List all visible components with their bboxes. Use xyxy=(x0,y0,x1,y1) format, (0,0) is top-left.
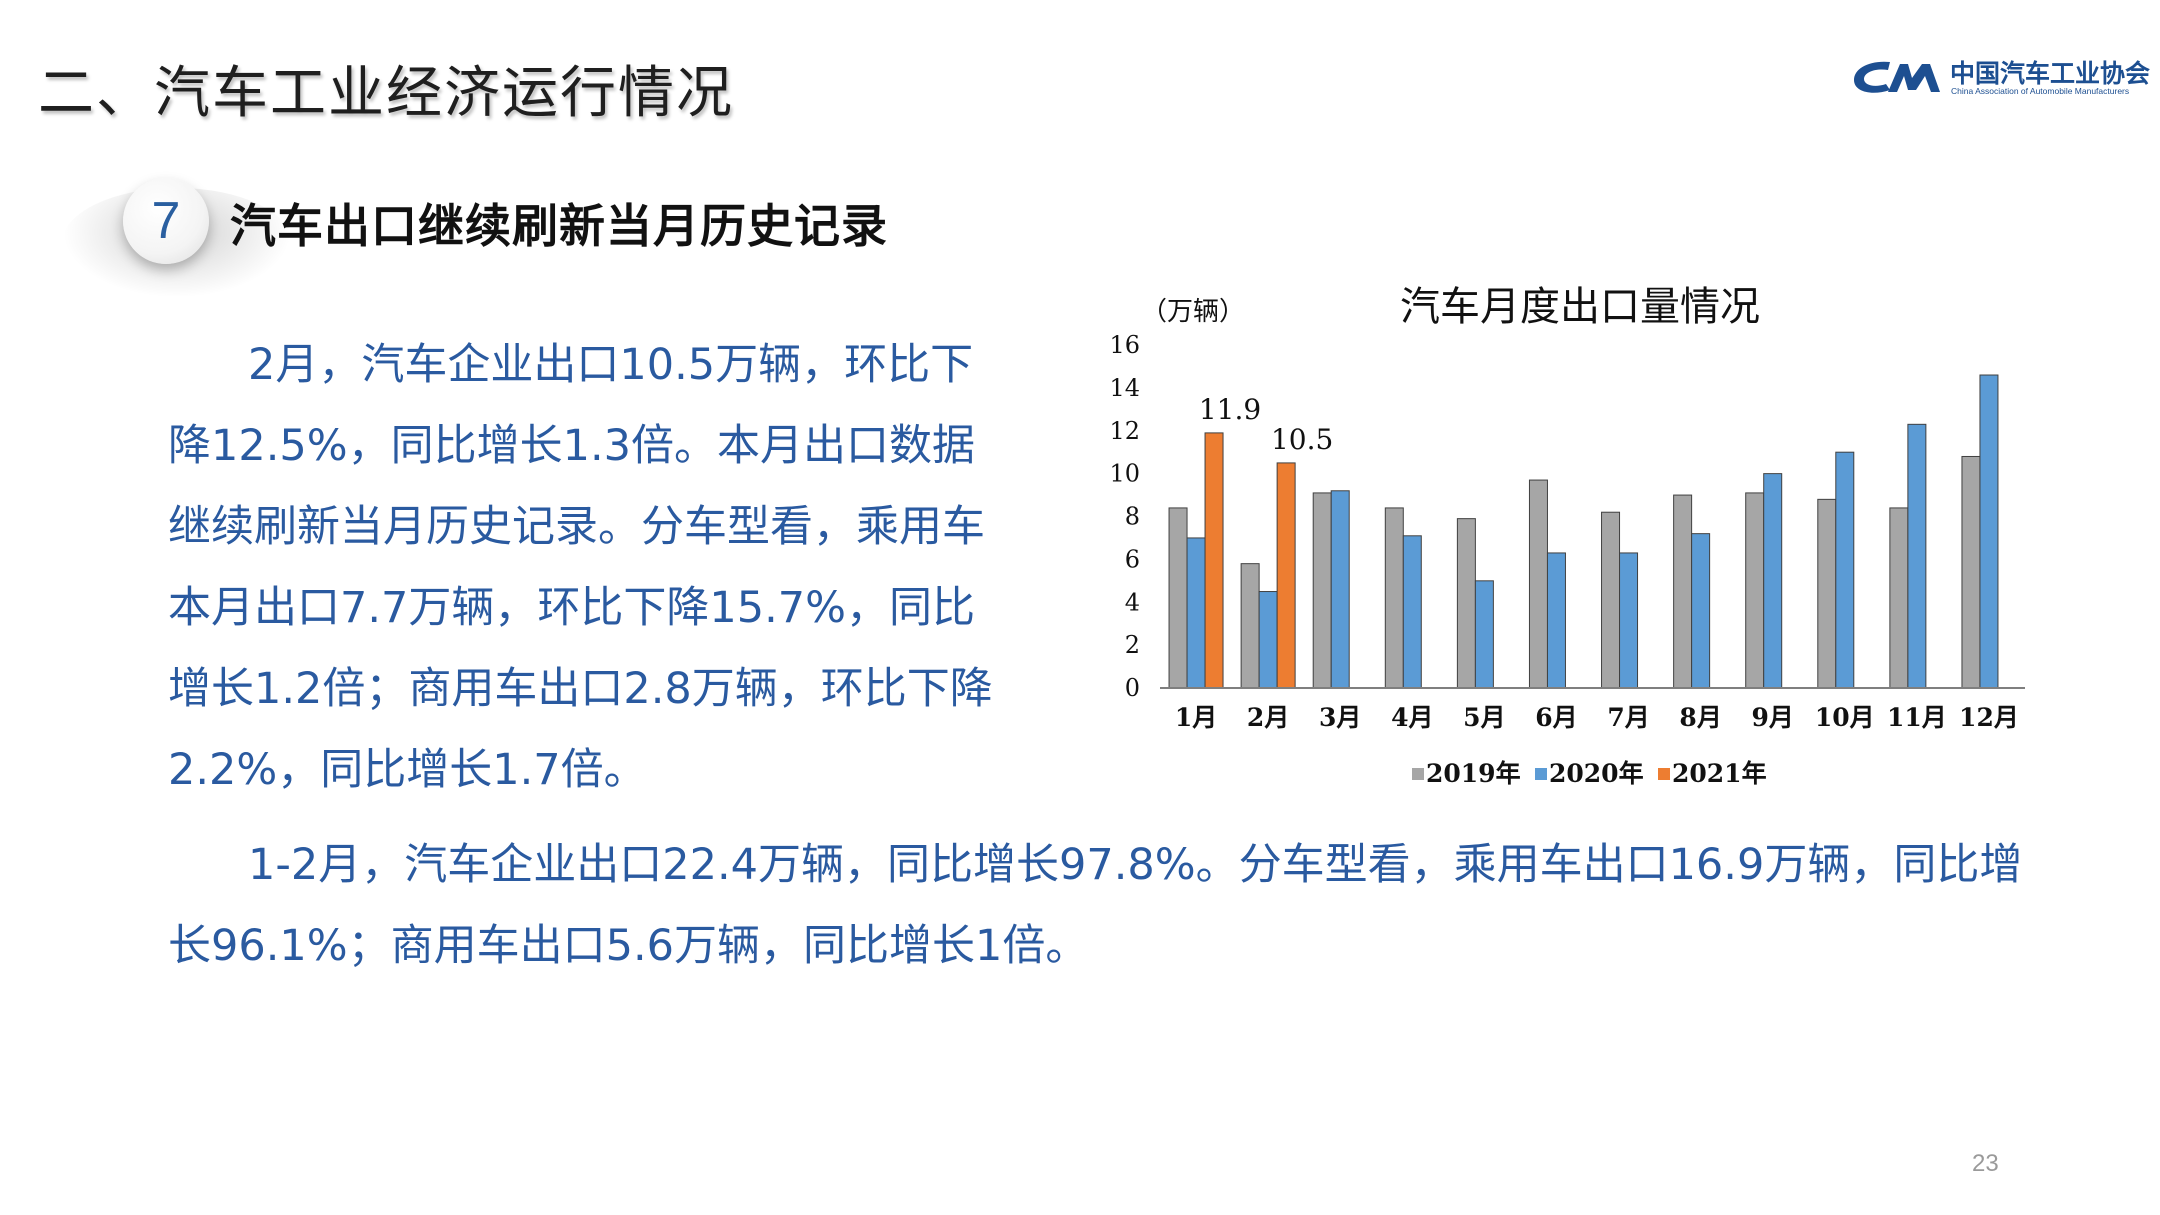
x-tick-label: 12月 xyxy=(1959,703,2019,732)
bar-2020年-1月 xyxy=(1186,537,1206,689)
y-tick-label: 0 xyxy=(1125,674,1140,702)
chart-y-unit-label: （万辆） xyxy=(1141,297,1245,327)
bar-2020年-5月 xyxy=(1474,580,1494,689)
x-tick-label: 3月 xyxy=(1319,703,1361,732)
paragraph-february: 2月，汽车企业出口10.5万辆，环比下降12.5%，同比增长1.3倍。本月出口数… xyxy=(168,325,1006,811)
y-tick-label: 8 xyxy=(1125,503,1140,531)
x-tick-label: 1月 xyxy=(1175,703,1217,732)
bar-2020年-6月 xyxy=(1546,552,1566,689)
x-tick-label: 4月 xyxy=(1391,703,1433,732)
x-tick-label: 6月 xyxy=(1535,703,1577,732)
legend-label: 2020年 xyxy=(1549,759,1644,788)
legend-label: 2021年 xyxy=(1672,759,1767,788)
caam-logo: 中国汽车工业协会 China Association of Automobile… xyxy=(1850,52,2150,102)
bar-2020年-10月 xyxy=(1835,451,1855,689)
bar-series xyxy=(1168,374,1999,689)
bar-2020年-11月 xyxy=(1907,423,1927,689)
y-tick-label: 12 xyxy=(1109,417,1140,445)
bar-2019年-5月 xyxy=(1456,518,1476,689)
bar-2019年-9月 xyxy=(1745,492,1765,689)
chart-title: 汽车月度出口量情况 xyxy=(1400,284,1760,330)
x-tick-label: 11月 xyxy=(1887,703,1947,732)
bar-2019年-4月 xyxy=(1384,507,1404,689)
bar-2020年-3月 xyxy=(1330,490,1350,689)
bar-2019年-11月 xyxy=(1889,507,1909,689)
legend-swatch xyxy=(1412,768,1424,780)
caam-logo-icon xyxy=(1854,61,1940,93)
page-number: 23 xyxy=(1972,1150,1999,1177)
section-number-badge: 7 xyxy=(123,178,209,264)
y-tick-label: 16 xyxy=(1109,331,1140,359)
export-bar-chart: 汽车月度出口量情况 （万辆） 0 2 4 6 8 10 12 14 16 11.9 10.5 1月… xyxy=(1109,284,2025,788)
legend-swatch xyxy=(1658,768,1670,780)
bar-2019年-10月 xyxy=(1817,498,1837,689)
paragraph-jan-feb: 1-2月，汽车企业出口22.4万辆，同比增长97.8%。分车型看，乘用车出口16… xyxy=(168,825,2028,987)
x-tick-label: 10月 xyxy=(1815,703,1875,732)
y-tick-label: 10 xyxy=(1109,460,1140,488)
legend-swatch xyxy=(1535,768,1547,780)
y-tick-label: 2 xyxy=(1125,631,1140,659)
bar-2020年-2月 xyxy=(1258,591,1278,689)
bar-2019年-7月 xyxy=(1601,511,1621,689)
x-axis-ticks: 1月 2月 3月 4月 5月 6月 7月 8月 9月 10月 11月 12月 xyxy=(1175,703,2019,732)
bar-2020年-7月 xyxy=(1619,552,1639,689)
data-labels: 11.9 10.5 xyxy=(1199,393,1333,456)
bar-2019年-6月 xyxy=(1528,479,1548,689)
bar-2020年-4月 xyxy=(1402,535,1422,689)
x-tick-label: 2月 xyxy=(1247,703,1289,732)
x-tick-label: 8月 xyxy=(1679,703,1721,732)
x-tick-label: 7月 xyxy=(1607,703,1649,732)
legend-label: 2019年 xyxy=(1426,759,1521,788)
section-title: 汽车出口继续刷新当月历史记录 xyxy=(230,199,888,253)
logo-english-name: China Association of Automobile Manufact… xyxy=(1951,86,2130,96)
bar-2019年-3月 xyxy=(1312,492,1332,689)
bar-2019年-2月 xyxy=(1240,563,1260,689)
y-axis-ticks: 0 2 4 6 8 10 12 14 16 xyxy=(1109,331,1140,702)
logo-chinese-name: 中国汽车工业协会 xyxy=(1950,59,2151,88)
bar-2021年-1月 xyxy=(1204,432,1224,689)
data-label: 10.5 xyxy=(1271,423,1333,456)
bar-2020年-8月 xyxy=(1691,533,1711,689)
x-tick-label: 9月 xyxy=(1752,703,1794,732)
bar-2020年-12月 xyxy=(1979,374,1999,689)
data-label: 11.9 xyxy=(1199,393,1261,426)
y-tick-label: 4 xyxy=(1125,588,1140,616)
bar-2019年-1月 xyxy=(1168,507,1188,689)
chart-legend: 2019年 2020年 2021年 xyxy=(1412,759,1767,788)
bar-2020年-9月 xyxy=(1763,473,1783,689)
paragraph-jan-feb-text: 1-2月，汽车企业出口22.4万辆，同比增长97.8%。分车型看，乘用车出口16… xyxy=(168,840,2023,971)
y-tick-label: 14 xyxy=(1109,374,1140,402)
paragraph-february-text: 2月，汽车企业出口10.5万辆，环比下降12.5%，同比增长1.3倍。本月出口数… xyxy=(168,340,993,795)
bar-2019年-8月 xyxy=(1673,494,1693,689)
y-tick-label: 6 xyxy=(1125,545,1140,573)
x-tick-label: 5月 xyxy=(1463,703,1505,732)
bar-2021年-2月 xyxy=(1276,462,1296,689)
slide-title: 二、汽车工业经济运行情况 xyxy=(38,61,734,126)
bar-2019年-12月 xyxy=(1961,455,1981,689)
